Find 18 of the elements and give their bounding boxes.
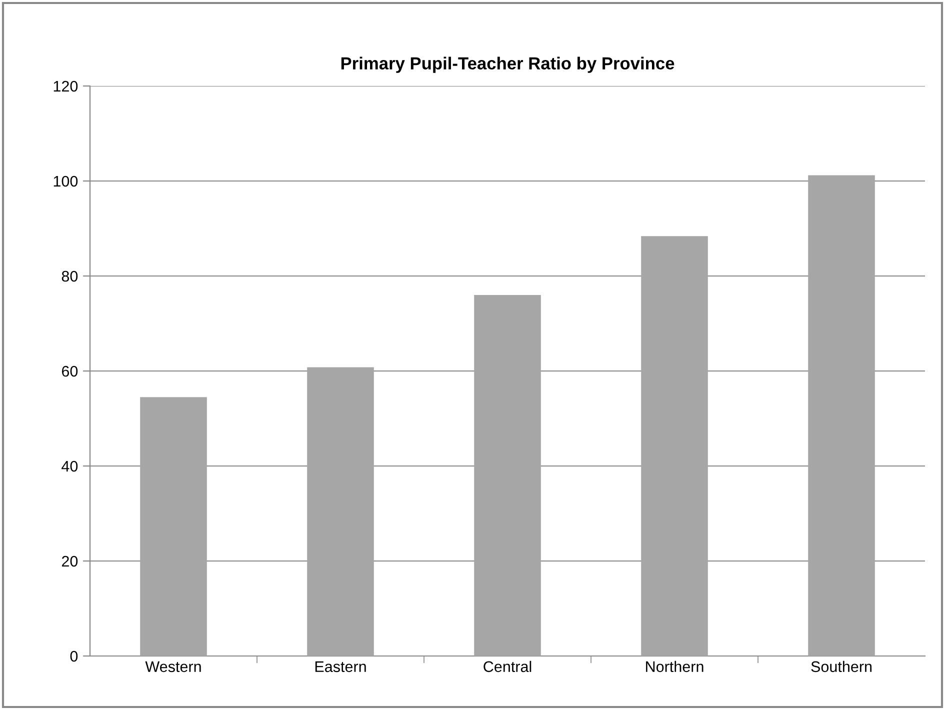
x-tick-label: Southern — [811, 660, 872, 672]
y-tick-label: 80 — [62, 270, 78, 282]
y-tick-label: 120 — [54, 80, 78, 92]
x-tick-label: Central — [484, 660, 532, 672]
x-tick-label: Northern — [646, 660, 704, 672]
y-tick-label: 20 — [62, 556, 78, 567]
y-tick-label: 0 — [70, 650, 78, 662]
x-tick-label: Western — [145, 661, 201, 672]
y-tick-label: 100 — [54, 176, 78, 187]
bar — [474, 295, 541, 656]
y-tick-label: 60 — [62, 366, 78, 377]
y-tick-label: 40 — [62, 460, 78, 472]
bar — [307, 367, 374, 656]
bar — [140, 397, 207, 656]
chart-title: Primary Pupil-Teacher Ratio by Province — [341, 56, 674, 73]
bar — [641, 236, 708, 656]
bar — [808, 175, 875, 656]
x-tick-label: Eastern — [315, 661, 366, 672]
